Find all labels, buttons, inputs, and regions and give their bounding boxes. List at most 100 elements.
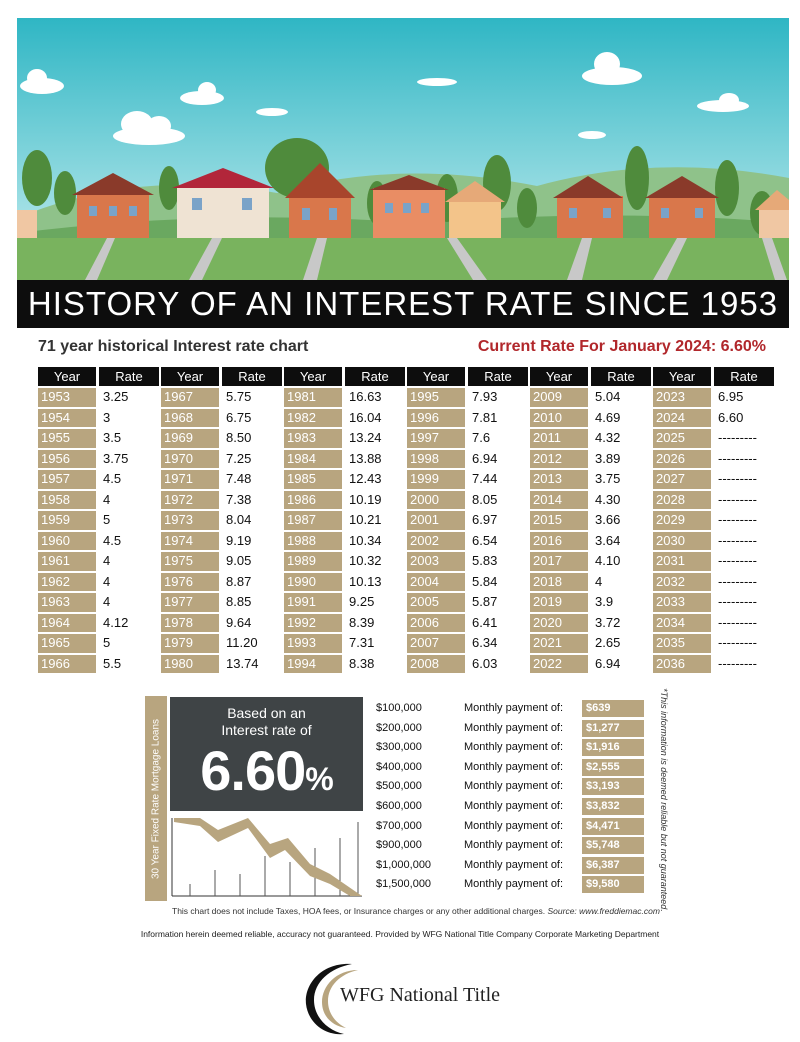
loan-amount: $400,000 [376,761,422,773]
rate-cell: 8.87 [226,573,252,589]
table-row: 2020 3.72 [530,613,654,632]
table-row: 1997 7.6 [407,429,531,448]
table-row: 1960 4.5 [38,531,162,550]
year-cell: 2010 [530,408,588,427]
rate-cell: 7.81 [472,409,498,425]
source-text: Source: www.freddiemac.com [547,906,660,916]
year-cell: 1978 [161,613,219,632]
year-cell: 2007 [407,634,465,653]
rate-cell: 6.54 [472,532,498,548]
year-cell: 1996 [407,408,465,427]
loan-type-label: 30 Year Fixed Rate Mortgage Loans [145,696,167,901]
year-cell: 2030 [653,531,711,550]
table-row: 2013 3.75 [530,470,654,489]
rate-cell: 13.88 [349,450,382,466]
year-cell: 1987 [284,511,342,530]
table-row: 1983 13.24 [284,429,408,448]
loan-amount: $700,000 [376,820,422,832]
table-row: 1964 4.12 [38,613,162,632]
year-cell: 2025 [653,429,711,448]
rate-cell: 7.25 [226,450,252,466]
table-row: 1965 5 [38,634,162,653]
table-row: 2017 4.10 [530,552,654,571]
year-cell: 2005 [407,593,465,612]
year-cell: 2032 [653,572,711,591]
year-cell: 1957 [38,470,96,489]
rate-cell: --------- [718,655,757,671]
table-row: 1984 13.88 [284,449,408,468]
year-cell: 2001 [407,511,465,530]
rate-cell: 7.93 [472,389,498,404]
table-row: 2023 6.95 [653,388,777,407]
rate-header: Rate [714,367,774,386]
year-cell: 1983 [284,429,342,448]
rate-cell: 16.04 [349,409,382,425]
rate-cell: 4.32 [595,430,621,445]
year-cell: 1988 [284,531,342,550]
rate-cell: 7.6 [472,430,491,445]
rate-cell: 3.64 [595,532,621,548]
year-cell: 2021 [530,634,588,653]
rate-cell: 6.94 [472,450,498,466]
year-cell: 1972 [161,490,219,509]
year-cell: 1993 [284,634,342,653]
table-row: 1971 7.48 [161,470,285,489]
year-cell: 2016 [530,531,588,550]
year-cell: 1954 [38,408,96,427]
table-row: 1953 3.25 [38,388,162,407]
rate-cell: 2.65 [595,635,621,650]
year-cell: 1976 [161,572,219,591]
table-row: 2033 --------- [653,593,777,612]
year-cell: 2008 [407,654,465,673]
rate-header: Rate [222,367,282,386]
rate-cell: 6.95 [718,389,744,404]
year-cell: 1986 [284,490,342,509]
year-cell: 2000 [407,490,465,509]
year-cell: 2029 [653,511,711,530]
rate-cell: 10.13 [349,573,382,589]
year-cell: 1966 [38,654,96,673]
rate-cell: 10.19 [349,491,382,507]
table-row: 2028 --------- [653,490,777,509]
loan-amount: $300,000 [376,741,422,753]
rate-cell: 4.30 [595,491,621,507]
rate-cell: --------- [718,471,757,486]
year-cell: 2036 [653,654,711,673]
table-row: 2001 6.97 [407,511,531,530]
table-row: 1968 6.75 [161,408,285,427]
rate-cell: 12.43 [349,471,382,486]
rate-cell: --------- [718,532,757,548]
table-row: 1962 4 [38,572,162,591]
rate-cell: 4.10 [595,553,621,568]
rate-cell: --------- [718,450,757,466]
rate-cell: 3.75 [103,450,129,466]
year-cell: 2011 [530,429,588,448]
year-cell: 1955 [38,429,96,448]
table-row: 1986 10.19 [284,490,408,509]
rate-cell: 9.64 [226,614,252,630]
rate-value: 6.60% [170,741,363,809]
rate-cell: 5 [103,512,111,527]
rate-cell: --------- [718,553,757,568]
side-disclaimer-text: *This information is deemed reliable but… [659,688,669,912]
rate-cell: 9.19 [226,532,252,548]
table-row: 1978 9.64 [161,613,285,632]
payment-value: $5,748 [582,837,644,854]
table-row: 1985 12.43 [284,470,408,489]
year-cell: 1964 [38,613,96,632]
payment-label: Monthly payment of: [464,878,564,890]
table-row: 1990 10.13 [284,572,408,591]
loan-amount: $900,000 [376,839,422,851]
table-row: 1994 8.38 [284,654,408,673]
table-row: 1998 6.94 [407,449,531,468]
payment-value: $9,580 [582,876,644,893]
year-cell: 1991 [284,593,342,612]
rate-cell: 7.44 [472,471,498,486]
year-cell: 2035 [653,634,711,653]
year-cell: 1995 [407,388,465,407]
year-cell: 2027 [653,470,711,489]
table-row: 1957 4.5 [38,470,162,489]
payment-label: Monthly payment of: [464,722,564,734]
table-row: 1974 9.19 [161,531,285,550]
payment-label: Monthly payment of: [464,741,564,753]
